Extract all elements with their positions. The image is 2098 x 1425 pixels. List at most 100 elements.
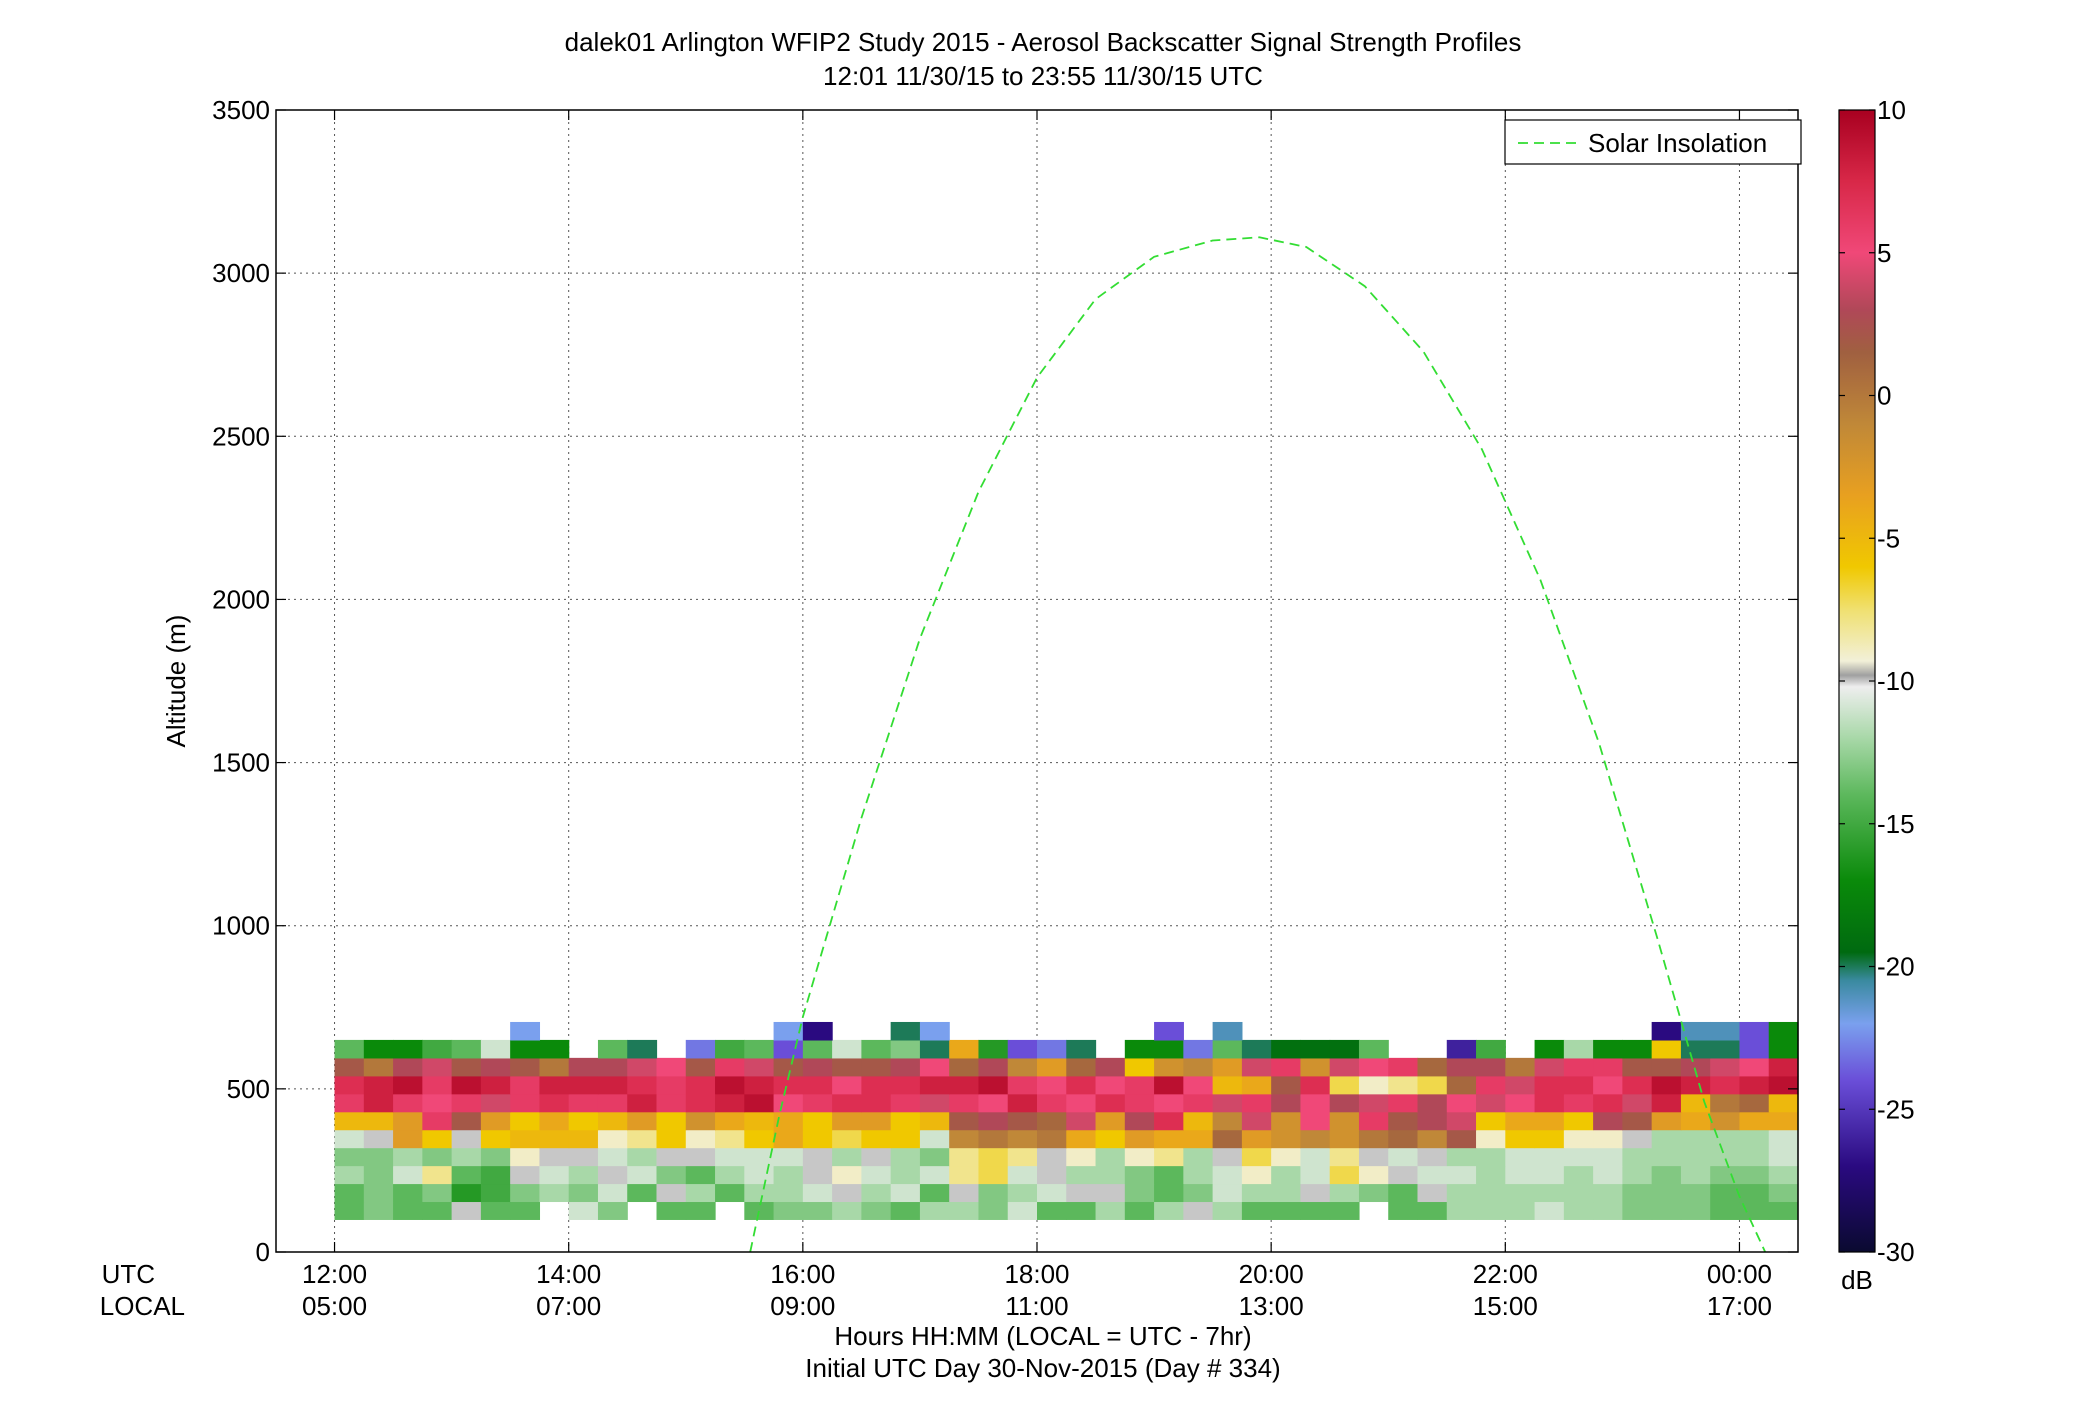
heatmap-cell xyxy=(1095,1201,1126,1220)
heatmap-cell xyxy=(1271,1129,1302,1149)
heatmap-cell xyxy=(802,1021,833,1041)
heatmap-cell xyxy=(539,1093,570,1113)
heatmap-cell xyxy=(802,1075,833,1095)
y-tick-label: 2500 xyxy=(212,421,270,451)
heatmap-cell xyxy=(1095,1057,1126,1077)
heatmap-cell xyxy=(744,1057,775,1077)
heatmap-cell xyxy=(1007,1057,1038,1077)
heatmap-cell xyxy=(597,1057,628,1077)
heatmap-cell xyxy=(510,1129,541,1149)
heatmap-cell xyxy=(1622,1201,1653,1220)
y-tick-label: 3000 xyxy=(212,258,270,288)
heatmap-cell xyxy=(1154,1021,1184,1041)
heatmap-cell xyxy=(656,1075,687,1095)
y-tick-label: 0 xyxy=(256,1237,270,1267)
heatmap-cell xyxy=(1329,1201,1360,1220)
heatmap-cell xyxy=(715,1111,745,1131)
heatmap-cell xyxy=(890,1021,921,1041)
x-tick-label-utc: 14:00 xyxy=(536,1259,601,1289)
heatmap-cell xyxy=(744,1165,775,1185)
heatmap-cell xyxy=(480,1201,511,1220)
heatmap-cell xyxy=(1241,1075,1272,1095)
chart-subtitle: 12:01 11/30/15 to 23:55 11/30/15 UTC xyxy=(823,61,1263,91)
heatmap-cell xyxy=(627,1093,658,1113)
x-tick-label-utc: 22:00 xyxy=(1473,1259,1538,1289)
heatmap-cell xyxy=(978,1039,1009,1059)
heatmap-cell xyxy=(1505,1057,1536,1077)
heatmap-cell xyxy=(1710,1147,1741,1167)
heatmap-cell xyxy=(568,1183,599,1203)
heatmap-cell xyxy=(1768,1129,1799,1149)
heatmap-cell xyxy=(334,1201,365,1220)
heatmap-cell xyxy=(1476,1093,1506,1113)
heatmap-cell xyxy=(919,1183,950,1203)
heatmap-cell xyxy=(1710,1183,1741,1203)
heatmap-cell xyxy=(715,1183,745,1203)
heatmap-cell xyxy=(890,1111,921,1131)
heatmap-cell xyxy=(832,1075,862,1095)
heatmap-cell xyxy=(1768,1147,1799,1167)
heatmap-cell xyxy=(1476,1111,1506,1131)
heatmap-cell xyxy=(1739,1201,1770,1220)
heatmap-cell xyxy=(1505,1201,1536,1220)
heatmap-cell xyxy=(1476,1039,1506,1059)
heatmap-cell xyxy=(1476,1165,1506,1185)
heatmap-cell xyxy=(539,1129,570,1149)
heatmap-cell xyxy=(1651,1147,1682,1167)
heatmap-cell xyxy=(1300,1075,1331,1095)
heatmap-cell xyxy=(568,1111,599,1131)
colorbar-tick-label: -30 xyxy=(1877,1237,1915,1267)
heatmap-cell xyxy=(451,1039,482,1059)
heatmap-cell xyxy=(363,1201,394,1220)
heatmap-cell xyxy=(627,1075,658,1095)
heatmap-cell xyxy=(1329,1165,1360,1185)
x-row-label-local: LOCAL xyxy=(100,1291,185,1321)
heatmap-cell xyxy=(1300,1111,1331,1131)
heatmap-cell xyxy=(510,1021,541,1041)
heatmap-cell xyxy=(773,1039,804,1059)
heatmap-cell xyxy=(861,1111,892,1131)
y-tick-label: 1000 xyxy=(212,911,270,941)
heatmap-cell xyxy=(510,1201,541,1220)
heatmap-cell xyxy=(1329,1075,1360,1095)
heatmap-cell xyxy=(510,1093,541,1113)
heatmap-cell xyxy=(422,1039,453,1059)
heatmap-cell xyxy=(1710,1057,1741,1077)
heatmap-cell xyxy=(890,1129,921,1149)
heatmap-cell xyxy=(861,1165,892,1185)
heatmap-cell xyxy=(685,1111,716,1131)
heatmap-cell xyxy=(568,1147,599,1167)
heatmap-cell xyxy=(1329,1111,1360,1131)
heatmap-cell xyxy=(1768,1075,1799,1095)
heatmap-cell xyxy=(1505,1147,1536,1167)
heatmap-cell xyxy=(1739,1147,1770,1167)
heatmap-cell xyxy=(1183,1057,1214,1077)
heatmap-cell xyxy=(1124,1039,1155,1059)
heatmap-cell xyxy=(949,1147,980,1167)
heatmap-cell xyxy=(1066,1201,1097,1220)
heatmap-cell xyxy=(861,1039,892,1059)
heatmap-cell xyxy=(715,1093,745,1113)
heatmap-cell xyxy=(715,1057,745,1077)
heatmap-cell xyxy=(744,1183,775,1203)
heatmap-cell xyxy=(1300,1057,1331,1077)
heatmap-cell xyxy=(568,1057,599,1077)
heatmap-cell xyxy=(1593,1057,1623,1077)
heatmap-cell xyxy=(451,1165,482,1185)
heatmap-cell xyxy=(451,1201,482,1220)
heatmap-cell xyxy=(1154,1111,1184,1131)
heatmap-cell xyxy=(802,1147,833,1167)
heatmap-cell xyxy=(978,1129,1009,1149)
heatmap-cell xyxy=(1271,1147,1302,1167)
heatmap-cell xyxy=(685,1147,716,1167)
colorbar-ticks: 10 5 0 -5 -10 -15 -20 -25 -30 xyxy=(1839,95,1915,1267)
heatmap-cell xyxy=(919,1021,950,1041)
heatmap-cell xyxy=(1183,1129,1214,1149)
heatmap-cell xyxy=(861,1075,892,1095)
heatmap-cell xyxy=(1007,1093,1038,1113)
heatmap-cell xyxy=(1037,1201,1067,1220)
heatmap-cell xyxy=(773,1111,804,1131)
heatmap-cell xyxy=(451,1129,482,1149)
heatmap-cell xyxy=(1680,1165,1711,1185)
heatmap-cell xyxy=(1095,1147,1126,1167)
